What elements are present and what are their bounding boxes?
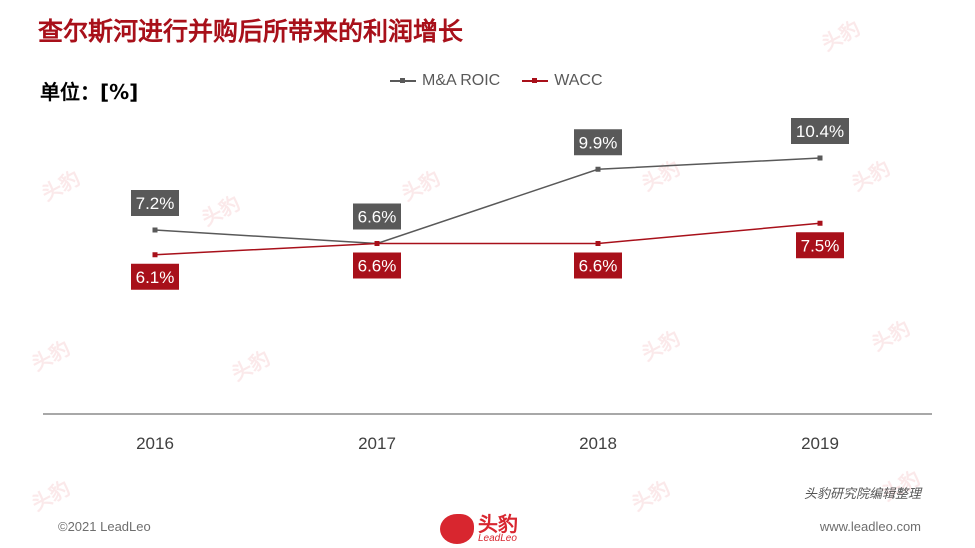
data-label: 6.1% — [136, 268, 175, 287]
logo-text-en: LeadLeo — [478, 533, 517, 544]
x-tick-label: 2019 — [801, 434, 839, 453]
legend-item-roic: M&A ROIC — [390, 72, 500, 90]
data-point — [595, 166, 601, 172]
leadleo-logo: 头豹 LeadLeo — [440, 514, 518, 544]
website-link[interactable]: www.leadleo.com — [819, 519, 921, 534]
legend-item-wacc: WACC — [522, 72, 603, 90]
data-label: 9.9% — [579, 133, 618, 152]
data-label-bg — [574, 252, 622, 279]
data-point — [152, 227, 158, 233]
data-point — [152, 252, 158, 258]
data-point — [817, 155, 823, 161]
x-tick-label: 2016 — [136, 434, 174, 453]
data-label-bg — [131, 190, 179, 216]
page-title: 查尔斯河进行并购后所带来的利润增长 — [38, 17, 464, 46]
data-label: 6.6% — [579, 257, 618, 276]
copyright-text: ©2021 LeadLeo — [58, 519, 151, 534]
data-label: 10.4% — [796, 122, 844, 141]
data-label-bg — [131, 263, 179, 290]
data-label: 6.6% — [358, 257, 397, 276]
data-point — [817, 220, 823, 226]
data-label: 7.2% — [136, 194, 175, 213]
leopard-icon — [440, 514, 474, 544]
data-point — [595, 241, 601, 246]
legend-swatch-wacc — [522, 78, 549, 83]
legend-label-roic: M&A ROIC — [422, 72, 501, 89]
data-point — [374, 241, 380, 246]
data-label: 7.5% — [801, 236, 840, 255]
data-label-bg — [353, 252, 401, 279]
data-label: 6.6% — [358, 208, 397, 227]
x-tick-label: 2018 — [579, 434, 617, 453]
data-label-bg — [353, 203, 401, 230]
data-label-bg — [791, 118, 849, 144]
data-label-bg — [796, 232, 844, 259]
source-note: 头豹研究院编辑整理 — [803, 487, 921, 502]
chart-legend: M&A ROIC WACC — [390, 72, 603, 90]
x-tick-label: 2017 — [358, 434, 396, 453]
logo-text: 头豹 LeadLeo — [478, 514, 518, 544]
legend-swatch-roic — [390, 78, 416, 83]
series-line-roic — [154, 157, 821, 245]
legend-label-wacc: WACC — [554, 72, 603, 89]
series-line-wacc — [154, 222, 821, 256]
logo-text-cn: 头豹 — [478, 512, 518, 536]
unit-label: 单位：[%] — [40, 80, 139, 104]
data-label-bg — [574, 129, 622, 156]
